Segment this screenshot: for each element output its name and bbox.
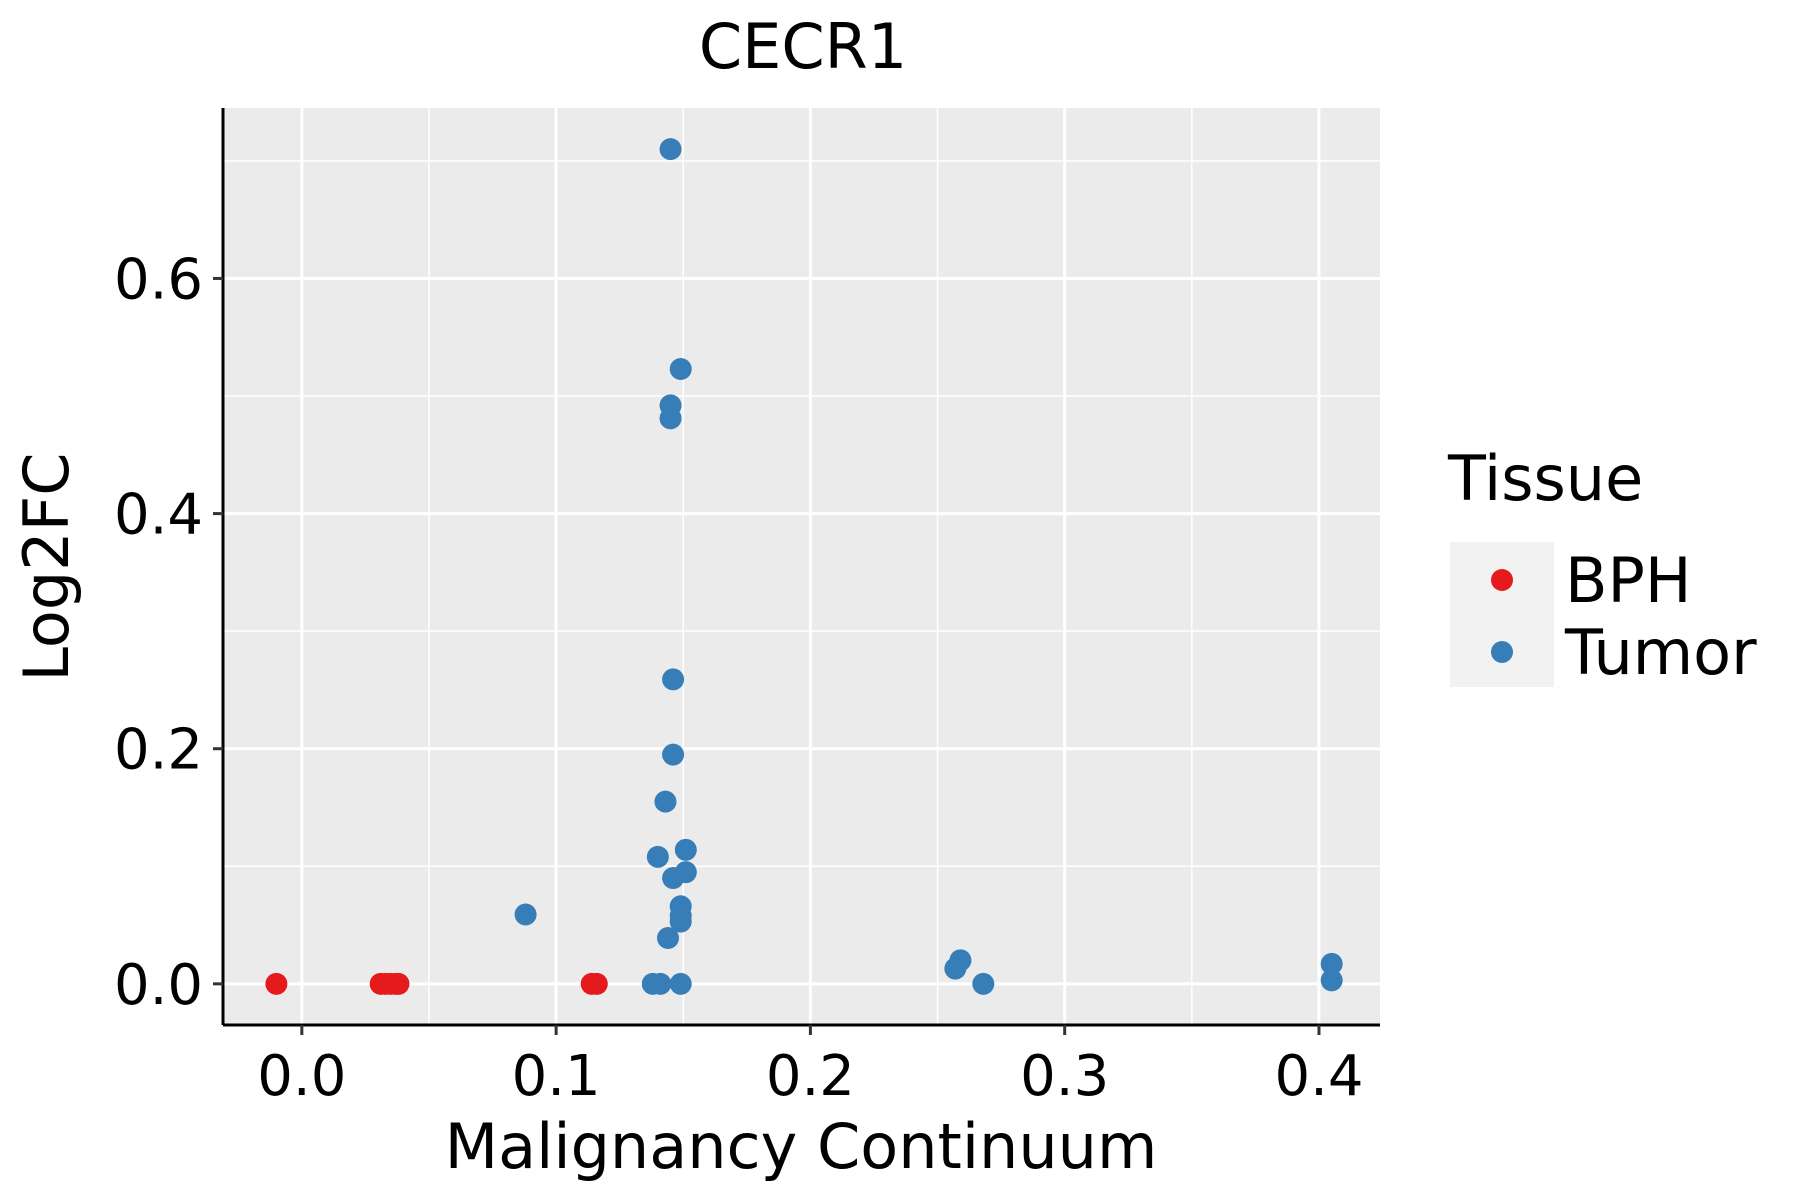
tumor-point (944, 957, 967, 980)
y-tick-label: 0.2 (114, 718, 203, 783)
y-tick-label: 0.0 (114, 953, 203, 1018)
tumor-point (669, 972, 692, 995)
legend-title: Tissue (1447, 442, 1643, 515)
tumor-point (669, 910, 692, 933)
x-tick-label: 0.2 (766, 1044, 855, 1109)
tumor-point (659, 138, 682, 161)
x-tick-label: 0.1 (512, 1044, 601, 1109)
legend-key-background (1450, 542, 1554, 687)
y-axis-ticks: 0.0 0.2 0.4 0.6 (114, 247, 223, 1018)
tumor-point (674, 838, 697, 861)
x-tick-label: 0.4 (1274, 1044, 1363, 1109)
bph-point (585, 972, 608, 995)
tumor-point (646, 845, 669, 868)
y-axis-title: Log2FC (10, 452, 83, 681)
tumor-point (662, 867, 685, 890)
tumor-point (659, 407, 682, 430)
tumor-point (654, 790, 677, 813)
tumor-point (669, 357, 692, 380)
x-tick-label: 0.3 (1020, 1044, 1109, 1109)
legend-key-bph (1491, 569, 1513, 591)
grid-lines (223, 108, 1380, 1025)
legend-label-tumor: Tumor (1564, 616, 1757, 689)
y-tick-label: 0.6 (114, 247, 203, 312)
legend-key-tumor (1491, 641, 1513, 663)
tumor-point (662, 743, 685, 766)
tumor-point (662, 668, 685, 691)
bph-point (265, 972, 288, 995)
legend-label-bph: BPH (1565, 544, 1692, 617)
tumor-point (657, 927, 679, 950)
x-axis-title: Malignancy Continuum (445, 1110, 1158, 1183)
data-points (265, 138, 1343, 995)
tumor-point (649, 972, 672, 995)
tumor-point (1320, 969, 1343, 992)
x-axis-ticks: 0.0 0.1 0.2 0.3 0.4 (257, 1025, 1364, 1109)
chart-title: CECR1 (699, 10, 907, 83)
x-tick-label: 0.0 (257, 1044, 346, 1109)
tumor-point (972, 972, 995, 995)
plot-panel (223, 108, 1380, 1025)
y-tick-label: 0.4 (114, 483, 203, 548)
bph-point (387, 972, 410, 995)
tumor-point (514, 903, 537, 926)
tumor-point (1320, 952, 1343, 975)
